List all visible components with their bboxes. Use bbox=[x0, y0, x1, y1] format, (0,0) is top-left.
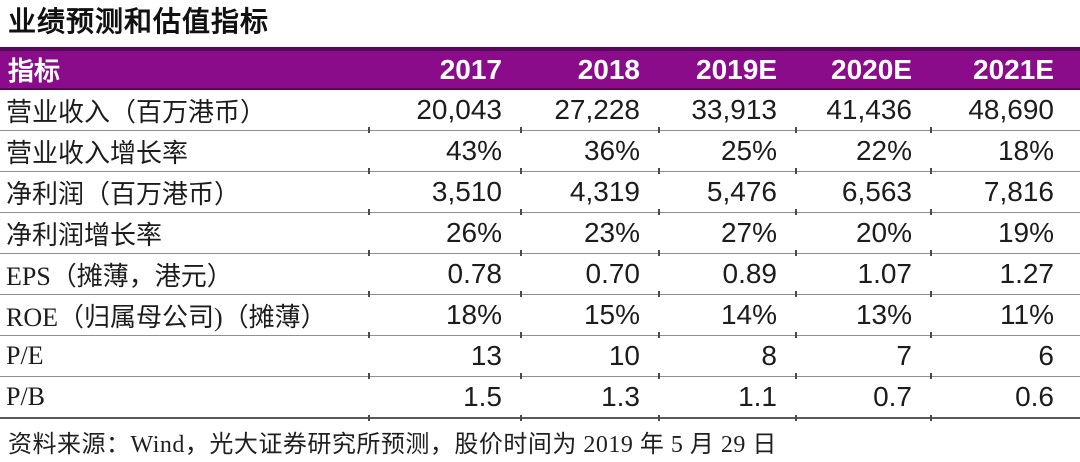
cell-value: 20,043 bbox=[416, 94, 502, 125]
row-label: P/E bbox=[0, 335, 368, 377]
cell-value: 33,913 bbox=[691, 94, 777, 125]
cell-value: 0.89 bbox=[658, 250, 795, 295]
table-header-row: 指标 2017 2018 2019E 2020E 2021E bbox=[0, 47, 1080, 90]
table-row: 营业收入（百万港币） 20,043 27,228 33,913 41,436 48,690 bbox=[0, 89, 1080, 131]
cell-value: 1.5 bbox=[368, 373, 520, 421]
cell-value: 27% bbox=[658, 209, 795, 254]
cell-value: 1.3 bbox=[520, 373, 658, 421]
cell-value: 15% bbox=[520, 291, 658, 336]
cell-value: 13% bbox=[795, 291, 930, 336]
column-header-year: 2021E bbox=[930, 47, 1080, 90]
cell-value: 5,476 bbox=[658, 168, 795, 213]
row-label: 净利润增长率 bbox=[0, 212, 368, 254]
cell-value: 27,228 bbox=[554, 94, 640, 125]
column-header-indicator: 指标 bbox=[0, 47, 368, 90]
cell-value: 11% bbox=[930, 291, 1080, 336]
cell-value: 4,319 bbox=[520, 168, 658, 213]
cell-value: 1.1 bbox=[658, 373, 795, 421]
table-row: P/E 13 10 8 7 6 bbox=[0, 332, 1080, 377]
cell-value: 3,510 bbox=[368, 168, 520, 213]
cell-value: 7 bbox=[795, 332, 930, 377]
column-header-year: 2018 bbox=[520, 47, 658, 90]
cell-value: 1.27 bbox=[930, 250, 1080, 295]
cell-value: 6,563 bbox=[795, 168, 930, 213]
row-label: 净利润（百万港币） bbox=[0, 171, 368, 213]
cell-value: 0.70 bbox=[520, 250, 658, 295]
cell-value: 7,816 bbox=[930, 168, 1080, 213]
cell-value: 20% bbox=[795, 209, 930, 254]
row-label: EPS（摊薄，港元） bbox=[0, 253, 368, 295]
cell-value: 10 bbox=[520, 332, 658, 377]
table-row: 营业收入增长率 43% 36% 25% 22% 18% bbox=[0, 127, 1080, 172]
cell-value: 48,690 bbox=[968, 94, 1054, 125]
table-row: P/B 1.5 1.3 1.1 0.7 0.6 bbox=[0, 373, 1080, 421]
cell-value: 36% bbox=[520, 127, 658, 172]
table-row: 净利润增长率 26% 23% 27% 20% 19% bbox=[0, 209, 1080, 254]
cell-value: 6 bbox=[930, 332, 1080, 377]
column-header-year: 2017 bbox=[368, 47, 520, 90]
column-header-year: 2019E bbox=[658, 47, 795, 90]
cell-value: 19% bbox=[930, 209, 1080, 254]
table-row: 净利润（百万港币） 3,510 4,319 5,476 6,563 7,816 bbox=[0, 168, 1080, 213]
cell-value: 8 bbox=[658, 332, 795, 377]
column-header-year: 2020E bbox=[795, 47, 930, 90]
cell-value: 26% bbox=[368, 209, 520, 254]
cell-value: 14% bbox=[658, 291, 795, 336]
source-note: 资料来源：Wind，光大证券研究所预测，股价时间为 2019 年 5 月 29 … bbox=[8, 432, 777, 458]
cell-value: 18% bbox=[368, 291, 520, 336]
cell-value: 22% bbox=[795, 127, 930, 172]
cell-value: 0.6 bbox=[930, 373, 1080, 421]
cell-value: 43% bbox=[368, 127, 520, 172]
row-label: 营业收入（百万港币） bbox=[6, 97, 267, 127]
forecast-valuation-table: 指标 2017 2018 2019E 2020E 2021E 营业收入（百万港币） 20,0… bbox=[0, 47, 1080, 421]
row-label: P/B bbox=[0, 376, 368, 419]
table-row: EPS（摊薄，港元） 0.78 0.70 0.89 1.07 1.27 bbox=[0, 250, 1080, 295]
row-label: 营业收入增长率 bbox=[0, 130, 368, 172]
cell-value: 0.78 bbox=[368, 250, 520, 295]
cell-value: 25% bbox=[658, 127, 795, 172]
cell-value: 0.7 bbox=[795, 373, 930, 421]
cell-value: 41,436 bbox=[826, 94, 912, 125]
cell-value: 18% bbox=[930, 127, 1080, 172]
page-title: 业绩预测和估值指标 bbox=[8, 7, 270, 38]
row-label: ROE（归属母公司)（摊薄） bbox=[0, 294, 368, 336]
cell-value: 23% bbox=[520, 209, 658, 254]
table-row: ROE（归属母公司)（摊薄） 18% 15% 14% 13% 11% bbox=[0, 291, 1080, 336]
cell-value: 13 bbox=[368, 332, 520, 377]
cell-value: 1.07 bbox=[795, 250, 930, 295]
